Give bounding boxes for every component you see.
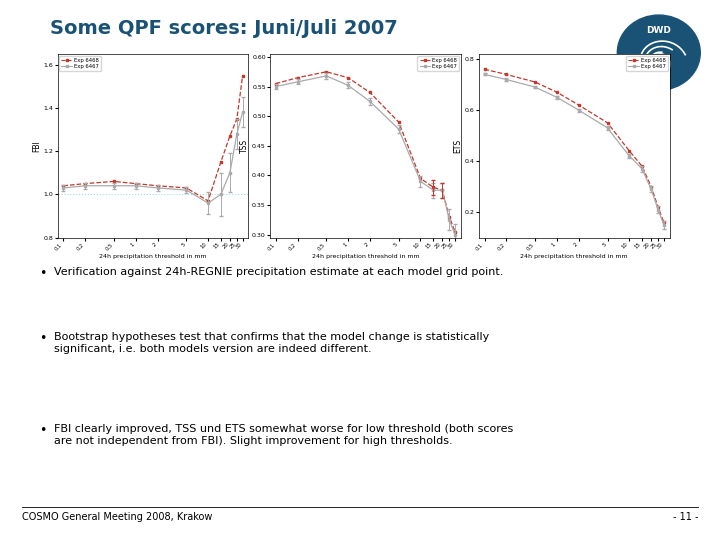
Text: •: • [40, 332, 47, 345]
Legend: Exp 6468, Exp 6467: Exp 6468, Exp 6467 [626, 56, 668, 71]
Text: •: • [40, 424, 47, 437]
Text: COSMO General Meeting 2008, Krakow: COSMO General Meeting 2008, Krakow [22, 512, 212, 522]
X-axis label: 24h precipitation threshold in mm: 24h precipitation threshold in mm [521, 254, 628, 259]
X-axis label: 24h precipitation threshold in mm: 24h precipitation threshold in mm [99, 254, 207, 259]
Y-axis label: ETS: ETS [453, 139, 462, 153]
Text: Verification against 24h-REGNIE precipitation estimate at each model grid point.: Verification against 24h-REGNIE precipit… [54, 267, 503, 278]
Text: •: • [40, 267, 47, 280]
X-axis label: 24h precipitation threshold in mm: 24h precipitation threshold in mm [312, 254, 419, 259]
Text: - 11 -: - 11 - [673, 512, 698, 522]
Text: FBI clearly improved, TSS und ETS somewhat worse for low threshold (both scores
: FBI clearly improved, TSS und ETS somewh… [54, 424, 513, 446]
Legend: Exp 6468, Exp 6467: Exp 6468, Exp 6467 [59, 56, 101, 71]
Y-axis label: TSS: TSS [240, 139, 249, 153]
Text: Bootstrap hypotheses test that confirms that the model change is statistically
s: Bootstrap hypotheses test that confirms … [54, 332, 490, 354]
Legend: Exp 6468, Exp 6467: Exp 6468, Exp 6467 [418, 56, 459, 71]
Y-axis label: FBI: FBI [32, 140, 41, 152]
Text: DWD: DWD [647, 26, 671, 35]
Circle shape [617, 15, 701, 90]
Text: Some QPF scores: Juni/Juli 2007: Some QPF scores: Juni/Juli 2007 [50, 19, 398, 38]
